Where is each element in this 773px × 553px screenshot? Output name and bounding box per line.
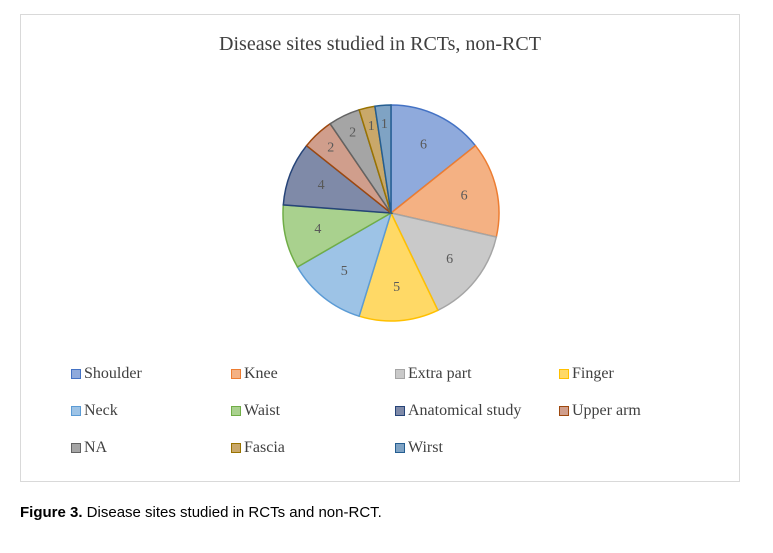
pie-slice-neck [296, 211, 393, 318]
chart-frame: Disease sites studied in RCTs, non-RCT 6… [20, 14, 740, 482]
legend-item-fascia: Fascia [231, 437, 395, 459]
legend-item-shoulder: Shoulder [71, 363, 231, 385]
legend-item-knee: Knee [231, 363, 395, 385]
legend-swatch [395, 443, 405, 453]
caption-text: Disease sites studied in RCTs and non-RC… [82, 504, 382, 521]
legend-label: NA [84, 439, 108, 456]
legend-label: Wirst [408, 439, 443, 456]
data-label-upper-arm: 2 [327, 140, 334, 155]
legend-swatch [395, 406, 405, 416]
data-label-knee: 6 [461, 189, 468, 204]
data-label-wirst: 1 [381, 117, 388, 132]
pie-slice-extra-part [389, 211, 498, 312]
legend-label: Waist [244, 402, 281, 419]
legend-label: Neck [84, 402, 118, 419]
legend-label: Anatomical study [408, 402, 522, 419]
legend-swatch [71, 443, 81, 453]
data-label-fascia: 1 [368, 119, 375, 134]
caption-label: Figure 3. [20, 504, 83, 521]
pie-slices [282, 104, 500, 322]
chart-legend: Shoulder Knee Extra part Finger Neck Waist Ana… [71, 363, 731, 459]
legend-item-wirst: Wirst [395, 437, 559, 459]
legend-item-upper-arm: Upper arm [559, 400, 719, 422]
legend-label: Finger [572, 365, 614, 382]
legend-label: Shoulder [84, 365, 142, 382]
data-label-waist: 4 [314, 222, 321, 237]
legend-swatch [231, 369, 241, 379]
legend-swatch [559, 406, 569, 416]
chart-title: Disease sites studied in RCTs, non-RCT [219, 33, 541, 55]
figure-caption: Figure 3. Disease sites studied in RCTs … [20, 504, 382, 521]
legend-item-finger: Finger [559, 363, 719, 385]
pie-slice-knee [389, 144, 500, 238]
legend-item-anatomical-study: Anatomical study [395, 400, 559, 422]
legend-label: Extra part [408, 365, 472, 382]
legend-swatch [395, 369, 405, 379]
legend-swatch [559, 369, 569, 379]
legend-label: Fascia [244, 439, 285, 456]
pie-slice-shoulder [390, 104, 477, 215]
legend-label: Upper arm [572, 402, 641, 419]
pie-slice-wirst [374, 104, 392, 214]
legend-swatch [231, 406, 241, 416]
legend-label: Knee [244, 365, 278, 382]
data-label-na: 2 [349, 125, 356, 140]
legend-item-neck: Neck [71, 400, 231, 422]
data-label-anatomical-study: 4 [318, 178, 325, 193]
legend-swatch [231, 443, 241, 453]
data-label-extra-part: 6 [446, 252, 453, 267]
legend-item-na: NA [71, 437, 231, 459]
data-label-neck: 5 [341, 264, 348, 279]
legend-item-extra-part: Extra part [395, 363, 559, 385]
pie-slice-finger [358, 210, 439, 322]
data-label-shoulder: 6 [420, 138, 427, 153]
legend-item-waist: Waist [231, 400, 395, 422]
data-label-finger: 5 [393, 280, 400, 295]
legend-swatch [71, 369, 81, 379]
legend-swatch [71, 406, 81, 416]
